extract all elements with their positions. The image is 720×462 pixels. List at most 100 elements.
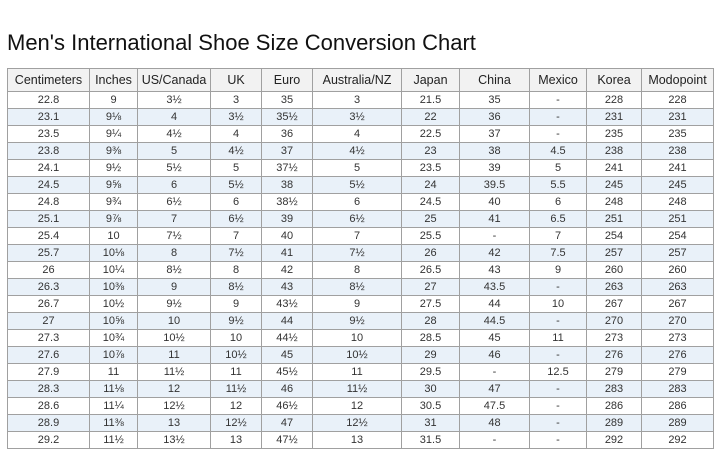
table-cell: 35½ (261, 108, 313, 126)
table-cell: 37 (459, 125, 530, 143)
table-cell: 9 (529, 261, 587, 279)
table-cell: 267 (586, 295, 642, 313)
table-cell: 9⅛ (89, 108, 138, 126)
table-cell: 9 (137, 278, 211, 296)
table-row: 26.7 10½ 9½ 9 43½ 9 27.5 44 10 267 267 (7, 295, 714, 313)
table-cell: 10¼ (89, 261, 138, 279)
table-cell: 10½ (137, 329, 211, 347)
table-cell: 10⅞ (89, 346, 138, 364)
table-cell: 38½ (261, 193, 313, 211)
table-cell: 27.6 (7, 346, 90, 364)
table-cell: 11⅛ (89, 380, 138, 398)
table-cell: - (529, 108, 587, 126)
table-cell: 41 (459, 210, 530, 228)
table-cell: 35 (459, 91, 530, 109)
table-cell: 245 (586, 176, 642, 194)
table-cell: 8½ (210, 278, 262, 296)
table-cell: 6 (312, 193, 402, 211)
table-cell: 9⅜ (89, 142, 138, 160)
table-cell: 267 (641, 295, 714, 313)
table-cell: 9¾ (89, 193, 138, 211)
table-cell: 26 (7, 261, 90, 279)
table-cell: 270 (641, 312, 714, 330)
table-cell: 273 (586, 329, 642, 347)
table-cell: 9⅝ (89, 176, 138, 194)
table-cell: 5 (529, 159, 587, 177)
table-cell: 4½ (137, 125, 211, 143)
table-cell: 260 (586, 261, 642, 279)
table-cell: 4 (312, 125, 402, 143)
table-cell: 45 (459, 329, 530, 347)
table-cell: 46 (261, 380, 313, 398)
table-cell: 9 (89, 91, 138, 109)
table-cell: 279 (586, 363, 642, 381)
table-cell: 5½ (210, 176, 262, 194)
table-cell: 238 (586, 142, 642, 160)
table-cell: 286 (641, 397, 714, 415)
table-cell: 231 (641, 108, 714, 126)
table-cell: - (529, 346, 587, 364)
table-cell: 7½ (210, 244, 262, 262)
table-cell: 289 (586, 414, 642, 432)
table-header: Centimeters Inches US/Canada UK Euro Australi… (7, 68, 714, 92)
table-cell: 30 (401, 380, 460, 398)
table-cell: 24 (401, 176, 460, 194)
table-cell: 263 (641, 278, 714, 296)
table-cell: 29 (401, 346, 460, 364)
table-cell: 8 (312, 261, 402, 279)
table-cell: 12.5 (529, 363, 587, 381)
table-cell: 248 (586, 193, 642, 211)
table-cell: 7½ (312, 244, 402, 262)
table-cell: - (529, 380, 587, 398)
table-cell: 10½ (210, 346, 262, 364)
table-cell: 44 (261, 312, 313, 330)
table-cell: 231 (586, 108, 642, 126)
table-cell: 8 (210, 261, 262, 279)
table-cell: 23.1 (7, 108, 90, 126)
table-cell: 28.9 (7, 414, 90, 432)
table-cell: 10 (89, 227, 138, 245)
table-cell: 43 (261, 278, 313, 296)
header-row: Centimeters Inches US/Canada UK Euro Australi… (7, 68, 714, 92)
column-header: Modopoint (641, 68, 714, 92)
column-header: Korea (586, 68, 642, 92)
table-cell: 26.5 (401, 261, 460, 279)
table-cell: 292 (641, 431, 714, 449)
table-row: 28.9 11⅜ 13 12½ 47 12½ 31 48-289 289 (7, 414, 714, 432)
table-cell: 4½ (312, 142, 402, 160)
table-cell: 45½ (261, 363, 313, 381)
table-cell: 12 (137, 380, 211, 398)
table-cell: 27 (401, 278, 460, 296)
column-header: Australia/NZ (312, 68, 402, 92)
table-cell: 25.4 (7, 227, 90, 245)
table-cell: 35 (261, 91, 313, 109)
table-row: 23.5 9¼ 4½ 4 36 4 22.5 37-235 235 (7, 125, 714, 143)
table-cell: 10½ (89, 295, 138, 313)
table-cell: 11½ (89, 431, 138, 449)
table-cell: 27.9 (7, 363, 90, 381)
table-cell: 12½ (137, 397, 211, 415)
table-cell: 39.5 (459, 176, 530, 194)
table-cell: 43½ (261, 295, 313, 313)
table-cell: 283 (586, 380, 642, 398)
table-cell: 3 (210, 91, 262, 109)
table-cell: 9½ (137, 295, 211, 313)
table-cell: 289 (641, 414, 714, 432)
table-cell: 23.8 (7, 142, 90, 160)
table-cell: 6 (137, 176, 211, 194)
column-header: Centimeters (7, 68, 90, 92)
table-cell: - (529, 125, 587, 143)
table-cell: 10 (529, 295, 587, 313)
table-cell: 9½ (312, 312, 402, 330)
table-cell: 11½ (210, 380, 262, 398)
table-cell: 28.3 (7, 380, 90, 398)
table-cell: 276 (641, 346, 714, 364)
table-cell: 5 (312, 159, 402, 177)
table-cell: 4 (210, 125, 262, 143)
table-cell: 251 (641, 210, 714, 228)
table-cell: 235 (641, 125, 714, 143)
table-cell: 22 (401, 108, 460, 126)
table-cell: 257 (641, 244, 714, 262)
column-header: Inches (89, 68, 138, 92)
